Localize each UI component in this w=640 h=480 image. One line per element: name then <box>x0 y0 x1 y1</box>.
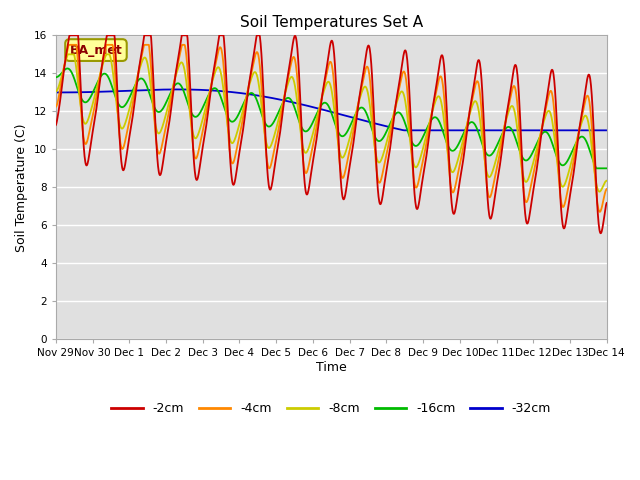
Y-axis label: Soil Temperature (C): Soil Temperature (C) <box>15 123 28 252</box>
Title: Soil Temperatures Set A: Soil Temperatures Set A <box>240 15 423 30</box>
Text: BA_met: BA_met <box>70 44 122 57</box>
Legend: -2cm, -4cm, -8cm, -16cm, -32cm: -2cm, -4cm, -8cm, -16cm, -32cm <box>106 397 556 420</box>
X-axis label: Time: Time <box>316 361 347 374</box>
